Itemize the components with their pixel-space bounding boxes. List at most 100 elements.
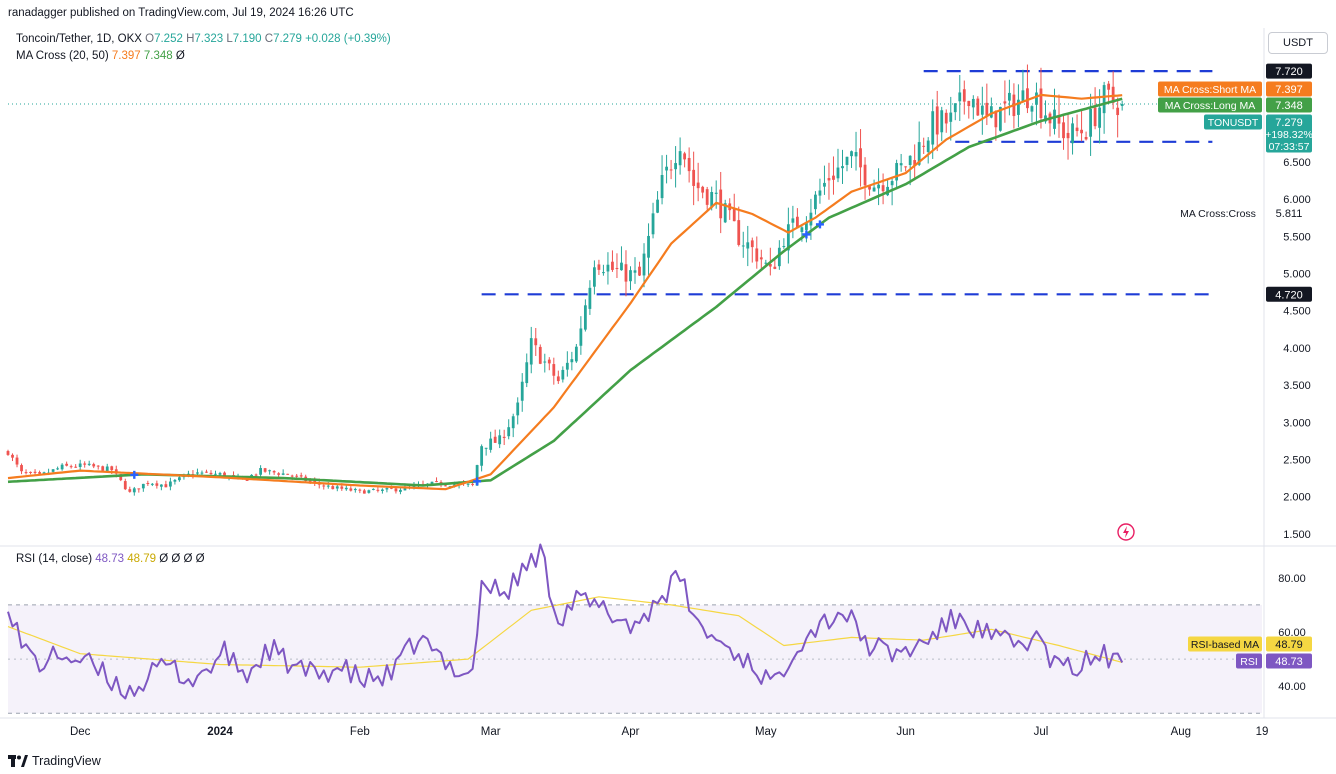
candle[interactable]: [620, 262, 623, 271]
candle[interactable]: [615, 267, 619, 269]
candle[interactable]: [1026, 88, 1029, 109]
candle[interactable]: [953, 103, 957, 113]
candle[interactable]: [705, 189, 709, 205]
candle[interactable]: [475, 465, 479, 486]
candle[interactable]: [178, 477, 181, 481]
candle[interactable]: [832, 175, 835, 180]
candle[interactable]: [967, 100, 971, 107]
candle[interactable]: [768, 264, 772, 267]
candle[interactable]: [579, 328, 583, 346]
candle[interactable]: [1066, 132, 1070, 139]
candle[interactable]: [268, 470, 272, 472]
candle[interactable]: [940, 110, 944, 133]
candle[interactable]: [814, 194, 817, 210]
candle[interactable]: [597, 264, 601, 270]
candle[interactable]: [1003, 101, 1007, 104]
lightning-icon[interactable]: [1117, 523, 1135, 541]
candle[interactable]: [56, 468, 60, 470]
candle[interactable]: [850, 151, 853, 157]
candle[interactable]: [913, 160, 917, 166]
symbol-legend[interactable]: Toncoin/Tether, 1D, OKX O7.252 H7.323 L7…: [16, 33, 391, 45]
candle[interactable]: [746, 242, 750, 249]
candle[interactable]: [340, 486, 344, 489]
candle[interactable]: [92, 464, 96, 467]
candle[interactable]: [87, 463, 91, 465]
candle[interactable]: [60, 464, 64, 470]
candle[interactable]: [1039, 88, 1043, 119]
candle[interactable]: [683, 153, 687, 160]
candle[interactable]: [714, 192, 718, 194]
candle[interactable]: [1102, 85, 1106, 114]
candle[interactable]: [20, 465, 23, 472]
candle[interactable]: [29, 471, 32, 473]
candle[interactable]: [394, 488, 398, 492]
candle[interactable]: [841, 166, 844, 169]
ma-legend[interactable]: MA Cross (20, 50) 7.397 7.348 Ø: [16, 50, 185, 62]
candle[interactable]: [552, 364, 556, 376]
footer-brand[interactable]: TradingView: [8, 754, 101, 768]
rsi-indicator-name[interactable]: RSI (14, close): [16, 553, 93, 565]
candle[interactable]: [651, 213, 655, 235]
candle[interactable]: [335, 486, 339, 489]
candle[interactable]: [958, 92, 962, 102]
candle[interactable]: [403, 486, 407, 491]
candle[interactable]: [1093, 107, 1097, 127]
candle[interactable]: [732, 208, 736, 222]
candle[interactable]: [638, 266, 641, 276]
candle[interactable]: [926, 140, 930, 152]
candle[interactable]: [1007, 92, 1011, 101]
candle[interactable]: [737, 220, 741, 245]
candle[interactable]: [881, 185, 885, 192]
candle[interactable]: [38, 472, 41, 474]
ma-cross-marker[interactable]: [130, 470, 139, 479]
candle[interactable]: [574, 346, 578, 362]
candle[interactable]: [326, 485, 330, 487]
candle[interactable]: [1098, 107, 1102, 128]
candle[interactable]: [150, 483, 154, 485]
candle[interactable]: [376, 489, 380, 491]
candle[interactable]: [904, 166, 908, 168]
currency-button[interactable]: USDT: [1268, 32, 1328, 54]
candle[interactable]: [146, 482, 150, 484]
candle[interactable]: [795, 216, 799, 229]
candle[interactable]: [209, 472, 213, 475]
candle[interactable]: [665, 166, 668, 171]
candle[interactable]: [678, 151, 682, 166]
candle[interactable]: [854, 152, 858, 157]
candle[interactable]: [656, 199, 659, 213]
candle[interactable]: [895, 163, 899, 181]
candle[interactable]: [489, 438, 493, 450]
candle[interactable]: [385, 488, 389, 490]
candle[interactable]: [101, 466, 105, 471]
candle[interactable]: [123, 481, 127, 490]
candle[interactable]: [223, 472, 226, 478]
candle[interactable]: [15, 457, 19, 465]
candle[interactable]: [642, 253, 646, 276]
candle[interactable]: [484, 447, 488, 449]
candle[interactable]: [295, 475, 299, 477]
candle[interactable]: [65, 463, 69, 466]
candle[interactable]: [83, 463, 87, 465]
candle[interactable]: [299, 475, 303, 477]
rsi-legend[interactable]: RSI (14, close) 48.73 48.79 Ø Ø Ø Ø: [16, 553, 205, 565]
candle[interactable]: [263, 468, 267, 472]
symbol-name[interactable]: Toncoin/Tether, 1D, OKX: [16, 33, 142, 45]
candle[interactable]: [471, 483, 475, 485]
candle[interactable]: [173, 479, 177, 482]
candle[interactable]: [480, 446, 484, 466]
candle[interactable]: [380, 489, 384, 491]
candle[interactable]: [1030, 106, 1034, 112]
candle[interactable]: [33, 471, 37, 473]
candle[interactable]: [818, 190, 822, 196]
candle[interactable]: [218, 473, 222, 475]
candle[interactable]: [917, 142, 921, 165]
candle[interactable]: [511, 416, 515, 429]
candle[interactable]: [922, 145, 926, 147]
candle[interactable]: [827, 178, 831, 181]
candle[interactable]: [367, 490, 371, 493]
candle[interactable]: [777, 247, 781, 267]
candle[interactable]: [543, 361, 547, 363]
candle[interactable]: [971, 98, 975, 108]
candle[interactable]: [349, 488, 353, 491]
candle[interactable]: [430, 481, 434, 485]
